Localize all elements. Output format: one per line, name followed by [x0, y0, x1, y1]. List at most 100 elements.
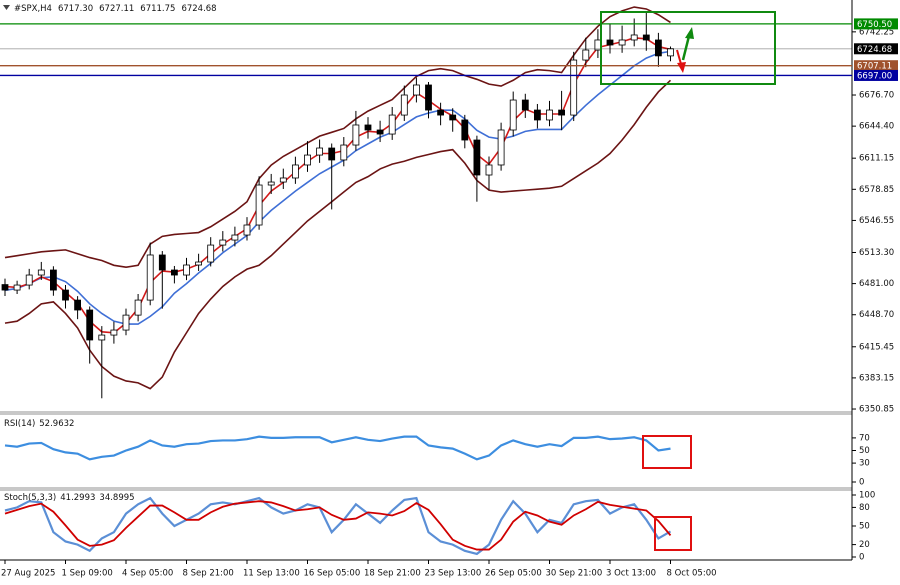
highlight-box	[642, 435, 692, 469]
candle-body	[546, 109, 553, 121]
price-level-tag	[854, 18, 898, 30]
y-tick-label: 6383.15	[859, 373, 894, 383]
x-tick-label: 1 Sep 09:00	[62, 569, 113, 579]
y-tick-label: 6513.30	[859, 248, 894, 258]
candle-body	[400, 94, 408, 116]
candle-body	[110, 329, 118, 336]
candle-body	[328, 147, 336, 161]
candle-body	[388, 114, 396, 135]
candle-body	[642, 34, 650, 41]
ohlc-value: 6711.75	[140, 4, 175, 14]
candle-body	[207, 244, 215, 263]
panel-separator	[0, 487, 852, 491]
candle-body	[1, 284, 9, 291]
y-tick-label: 6448.70	[859, 310, 894, 320]
candle-body	[255, 184, 263, 226]
price-level-tag	[854, 43, 898, 55]
candle-body	[304, 154, 311, 166]
candle-body	[558, 109, 565, 116]
y-tick-label: 70	[859, 433, 870, 443]
y-tick-label: 6742.25	[859, 27, 894, 37]
candle-body	[485, 164, 493, 176]
annotations	[3, 5, 776, 551]
candle-body	[183, 264, 190, 276]
menu-icon	[3, 5, 10, 10]
candles	[1, 6, 674, 399]
y-tick-label: 6415.45	[859, 342, 894, 352]
candle-body	[170, 269, 178, 276]
indicator-value: 52.9632	[39, 419, 74, 429]
price-level-tag	[854, 69, 898, 81]
price-level-label: 6724.68	[857, 45, 892, 55]
candle-body	[425, 84, 432, 111]
candle-body	[534, 109, 541, 121]
candle-body	[509, 99, 517, 131]
price-level-tag	[854, 60, 898, 72]
candle-body	[243, 224, 251, 236]
x-tick-label: 8 Sep 21:00	[183, 569, 234, 579]
candle-body	[74, 299, 81, 311]
y-tick-label: 20	[859, 540, 870, 550]
candle-body	[606, 39, 614, 46]
x-tick-label: 27 Aug 2025	[1, 569, 55, 579]
price-level-label: 6697.00	[857, 71, 892, 81]
band-lower	[4, 79, 672, 390]
x-tick-label: 3 Oct 13:00	[606, 569, 656, 579]
indicator-line	[4, 500, 672, 551]
indicator-line	[4, 496, 672, 556]
indicator-label: RSI(14) 52.9632	[4, 419, 74, 429]
candle-body	[449, 114, 457, 121]
highlight-box	[600, 11, 776, 85]
candle-body	[655, 39, 662, 57]
candle-body	[62, 289, 69, 301]
symbol: #SPX,H4	[14, 4, 52, 14]
candle-body	[364, 124, 372, 131]
candle-body	[618, 39, 626, 46]
plot-layer: 6742.25 6676.70 6644.40 6611.15 6578.85 6546.…	[0, 6, 898, 579]
candle-body	[497, 129, 505, 166]
indicator-name: RSI(14)	[4, 419, 35, 429]
x-tick-label: 30 Sep 21:00	[546, 569, 603, 579]
candle-body	[376, 129, 384, 135]
candle-body	[195, 261, 203, 266]
y-tick-label: 100	[859, 491, 875, 501]
arrow-head	[677, 62, 686, 73]
candle-body	[50, 269, 57, 291]
y-tick-label: 6578.85	[859, 185, 894, 195]
indicator-lines	[4, 496, 672, 556]
y-tick-label: 6350.85	[859, 405, 894, 415]
x-tick-label: 4 Sep 05:00	[122, 569, 173, 579]
x-tick-label: 23 Sep 13:00	[425, 569, 482, 579]
y-tick-label: 30	[859, 459, 870, 469]
arrow-head	[685, 27, 694, 39]
y-tick-label: 6644.40	[859, 122, 894, 132]
candle-body	[279, 177, 287, 183]
candle-body	[316, 147, 324, 156]
arrow-up	[681, 35, 691, 61]
x-tick-label: 11 Sep 13:00	[243, 569, 300, 579]
y-tick-label: 0	[859, 478, 864, 488]
candle-body	[25, 274, 33, 286]
x-tick-label: 8 Oct 05:00	[667, 569, 717, 579]
indicator-line	[4, 435, 671, 461]
candle-body	[291, 164, 299, 179]
price-level-label: 6750.50	[857, 20, 892, 30]
candle-body	[667, 48, 674, 57]
panel-separator	[0, 411, 852, 415]
candle-body	[219, 239, 227, 246]
candle-body	[122, 314, 130, 331]
candle-body	[352, 124, 360, 146]
band-upper	[4, 6, 671, 269]
candle-body	[582, 49, 590, 61]
ohlc-value: 6727.11	[99, 4, 134, 14]
y-tick-label: 50	[859, 446, 870, 456]
candle-body	[37, 269, 45, 276]
candle-body	[473, 139, 481, 176]
y-tick-label: 6481.00	[859, 279, 894, 289]
moving-average	[4, 50, 671, 325]
candle-body	[267, 181, 275, 186]
candle-body	[146, 254, 154, 301]
x-tick-label: 26 Sep 05:00	[485, 569, 542, 579]
